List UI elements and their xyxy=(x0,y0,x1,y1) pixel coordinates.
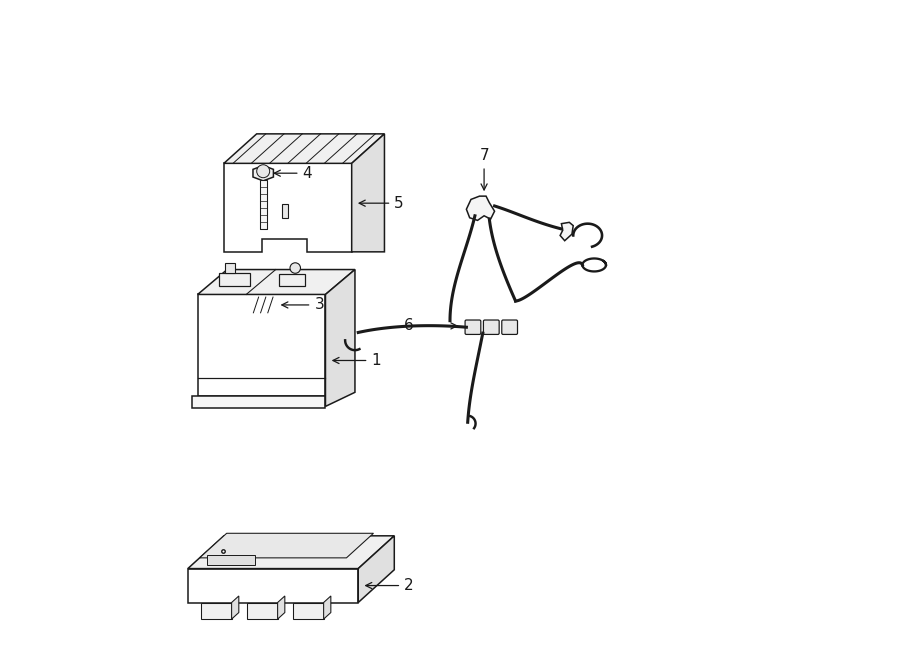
Text: 4: 4 xyxy=(274,166,312,180)
Polygon shape xyxy=(198,270,355,294)
Text: 7: 7 xyxy=(480,148,489,190)
Bar xyxy=(219,272,250,286)
Polygon shape xyxy=(188,536,394,568)
Circle shape xyxy=(256,165,270,178)
Circle shape xyxy=(290,263,301,273)
Bar xyxy=(201,603,231,619)
Text: 6: 6 xyxy=(404,319,457,333)
Bar xyxy=(254,290,270,295)
Bar xyxy=(208,555,256,565)
Bar xyxy=(250,295,275,314)
Polygon shape xyxy=(224,163,352,252)
Polygon shape xyxy=(326,270,355,407)
Bar xyxy=(225,263,235,272)
Bar xyxy=(259,180,266,229)
Polygon shape xyxy=(231,596,239,619)
FancyBboxPatch shape xyxy=(502,320,518,334)
FancyBboxPatch shape xyxy=(465,320,481,334)
Polygon shape xyxy=(200,533,374,558)
Bar xyxy=(198,294,326,396)
Bar xyxy=(282,204,289,218)
Bar xyxy=(188,568,358,603)
Bar xyxy=(247,603,277,619)
Bar xyxy=(193,396,326,408)
Bar xyxy=(293,603,324,619)
Polygon shape xyxy=(224,134,384,163)
Polygon shape xyxy=(253,165,274,181)
Polygon shape xyxy=(352,134,384,252)
Text: 5: 5 xyxy=(359,196,404,211)
Polygon shape xyxy=(277,596,284,619)
Polygon shape xyxy=(358,536,394,603)
Polygon shape xyxy=(466,196,495,220)
Bar xyxy=(279,274,305,286)
Text: 1: 1 xyxy=(333,353,381,368)
Text: 3: 3 xyxy=(282,297,324,313)
Polygon shape xyxy=(560,222,573,241)
FancyBboxPatch shape xyxy=(483,320,500,334)
Polygon shape xyxy=(324,596,331,619)
Text: 2: 2 xyxy=(365,578,414,593)
